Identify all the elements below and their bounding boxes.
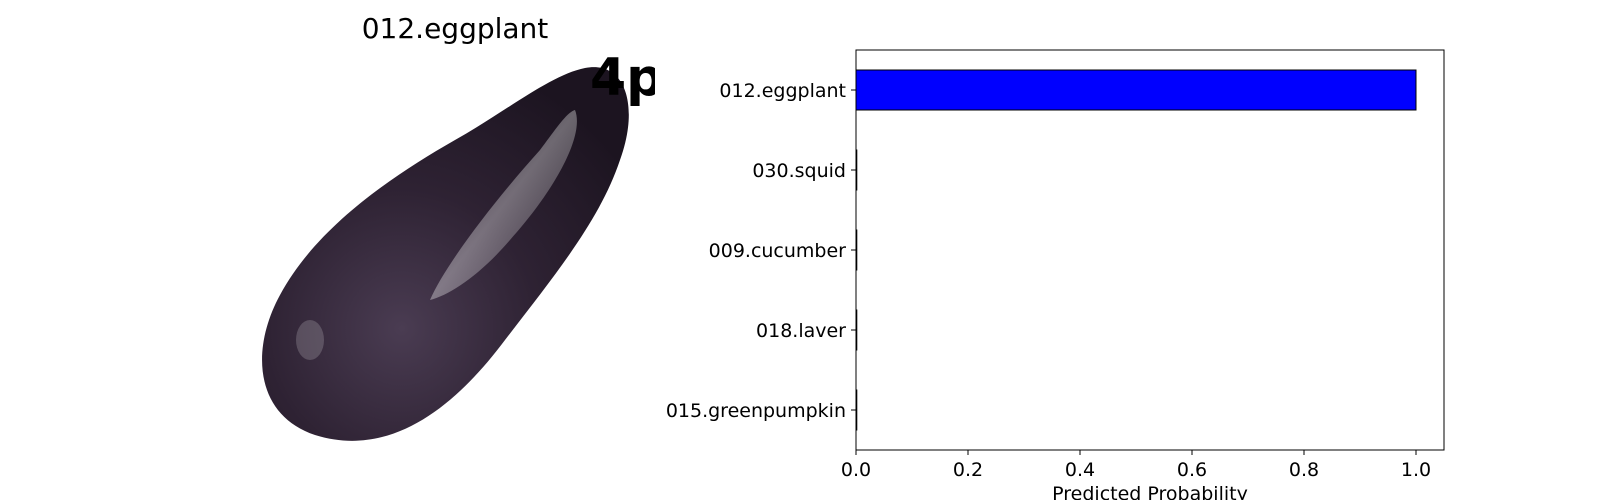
x-axis-label: Predicted Probability (1052, 483, 1248, 500)
y-tick-labels: 012.eggplant 030.squid 009.cucumber 018.lav… (666, 80, 856, 422)
overlay-text: 4p (590, 50, 655, 108)
x-tick-label-4: 0.8 (1289, 459, 1319, 481)
eggplant-image: 4p (255, 50, 655, 450)
y-tick-label-2: 009.cucumber (709, 240, 847, 262)
plot-frame (855, 49, 1445, 451)
x-tick-label-5: 1.0 (1401, 459, 1431, 481)
x-tick-label-3: 0.6 (1177, 459, 1207, 481)
bar-0 (855, 69, 1417, 111)
eggplant-highlight (430, 110, 577, 300)
y-tick-label-3: 018.laver (756, 320, 846, 342)
x-ticks: 0.0 0.2 0.4 0.6 0.8 1.0 (841, 450, 1431, 481)
y-tick-label-0: 012.eggplant (719, 80, 846, 102)
x-tick-label-0: 0.0 (841, 459, 871, 481)
y-tick-label-1: 030.squid (752, 160, 846, 182)
y-tick-label-4: 015.greenpumpkin (666, 400, 846, 422)
image-title: 012.eggplant (361, 12, 549, 45)
bars-group (855, 69, 1417, 431)
x-tick-label-1: 0.2 (953, 459, 983, 481)
eggplant-spot (296, 320, 324, 360)
x-tick-label-2: 0.4 (1065, 459, 1095, 481)
